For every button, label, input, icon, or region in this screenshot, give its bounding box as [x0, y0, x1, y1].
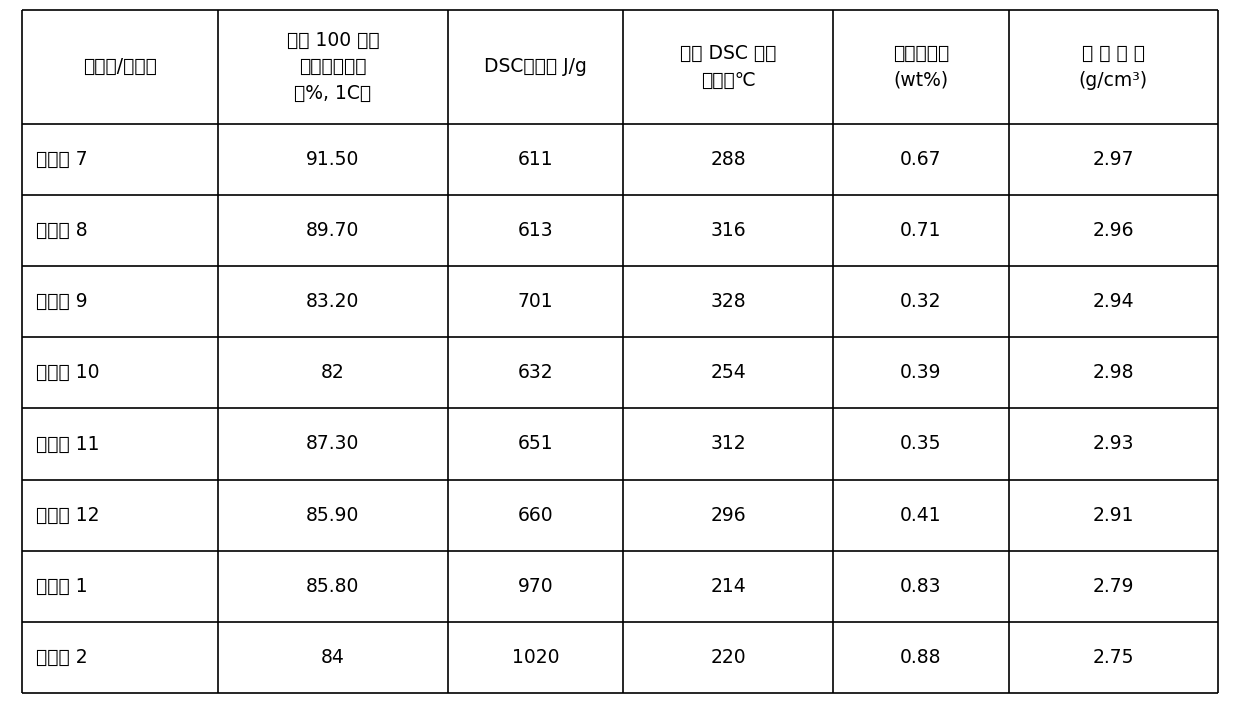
Text: 254: 254: [711, 363, 746, 382]
Text: 振 实 密 度
(g/cm³): 振 实 密 度 (g/cm³): [1079, 44, 1148, 90]
Text: 实施例 12: 实施例 12: [36, 505, 99, 524]
Text: 实施例/对比例: 实施例/对比例: [83, 58, 157, 77]
Text: 0.83: 0.83: [900, 576, 941, 595]
Text: 2.94: 2.94: [1092, 292, 1135, 311]
Text: 288: 288: [711, 150, 746, 169]
Text: 实施例 10: 实施例 10: [36, 363, 99, 382]
Text: 0.39: 0.39: [900, 363, 941, 382]
Text: 970: 970: [518, 576, 553, 595]
Text: 214: 214: [711, 576, 746, 595]
Text: 0.41: 0.41: [900, 505, 941, 524]
Text: 660: 660: [518, 505, 553, 524]
Text: 1020: 1020: [512, 648, 559, 667]
Text: 2.75: 2.75: [1092, 648, 1135, 667]
Text: 83.20: 83.20: [306, 292, 360, 311]
Text: 表面残砖量
(wt%): 表面残砖量 (wt%): [893, 44, 949, 90]
Text: 0.67: 0.67: [900, 150, 941, 169]
Text: 84: 84: [321, 648, 345, 667]
Text: 611: 611: [518, 150, 553, 169]
Text: 0.35: 0.35: [900, 434, 941, 453]
Text: DSC放热量 J/g: DSC放热量 J/g: [484, 58, 587, 77]
Text: 2.79: 2.79: [1092, 576, 1135, 595]
Text: 2.91: 2.91: [1092, 505, 1135, 524]
Text: 2.96: 2.96: [1092, 221, 1135, 240]
Text: 实施例 7: 实施例 7: [36, 150, 88, 169]
Text: 实施例 9: 实施例 9: [36, 292, 88, 311]
Text: 循环 100 次后
的容量保持率
（%, 1C）: 循环 100 次后 的容量保持率 （%, 1C）: [286, 31, 379, 103]
Text: 632: 632: [518, 363, 553, 382]
Text: 2.97: 2.97: [1092, 150, 1135, 169]
Text: 613: 613: [518, 221, 553, 240]
Text: 最大 DSC 放热
峰位置℃: 最大 DSC 放热 峰位置℃: [680, 44, 776, 90]
Text: 0.88: 0.88: [900, 648, 941, 667]
Text: 85.90: 85.90: [306, 505, 360, 524]
Text: 实施例 8: 实施例 8: [36, 221, 88, 240]
Text: 85.80: 85.80: [306, 576, 360, 595]
Text: 220: 220: [711, 648, 746, 667]
Text: 87.30: 87.30: [306, 434, 360, 453]
Text: 328: 328: [711, 292, 746, 311]
Text: 312: 312: [711, 434, 746, 453]
Text: 2.93: 2.93: [1092, 434, 1135, 453]
Text: 0.71: 0.71: [900, 221, 941, 240]
Text: 89.70: 89.70: [306, 221, 360, 240]
Text: 实施例 11: 实施例 11: [36, 434, 99, 453]
Text: 91.50: 91.50: [306, 150, 360, 169]
Text: 651: 651: [518, 434, 553, 453]
Text: 296: 296: [711, 505, 746, 524]
Text: 对比例 2: 对比例 2: [36, 648, 88, 667]
Text: 701: 701: [518, 292, 553, 311]
Text: 82: 82: [321, 363, 345, 382]
Text: 316: 316: [711, 221, 746, 240]
Text: 对比例 1: 对比例 1: [36, 576, 88, 595]
Text: 2.98: 2.98: [1092, 363, 1135, 382]
Text: 0.32: 0.32: [900, 292, 941, 311]
